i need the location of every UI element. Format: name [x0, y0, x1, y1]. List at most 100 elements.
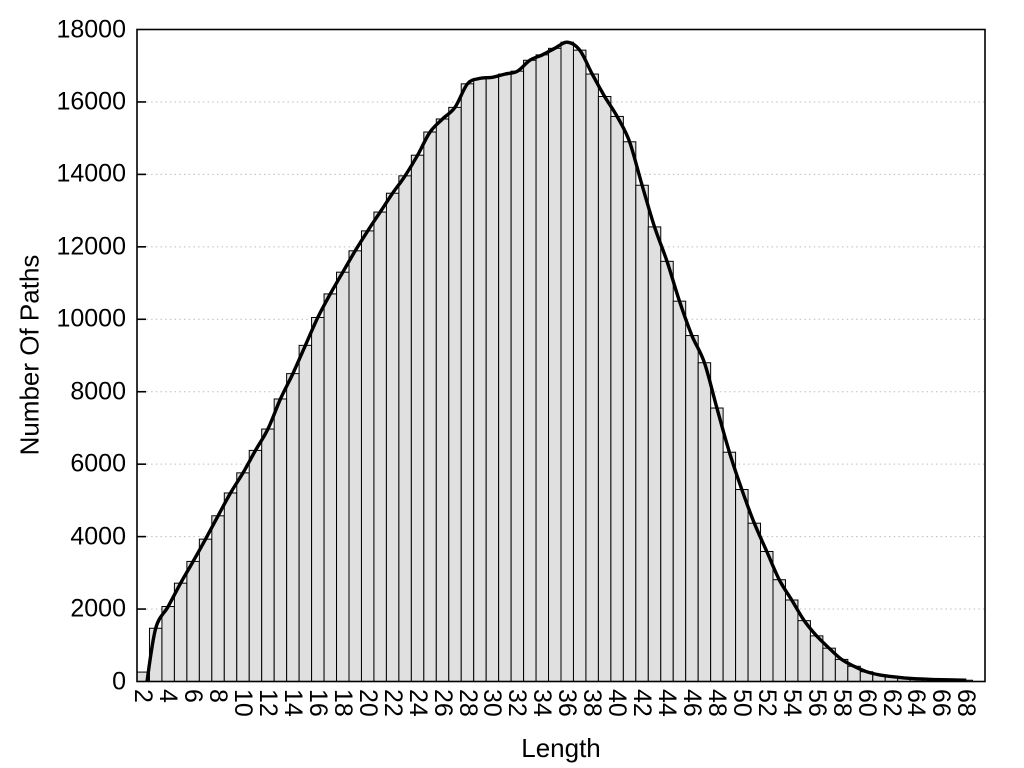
histogram-bar — [435, 118, 450, 683]
histogram-bar — [311, 316, 325, 682]
histogram-bar — [647, 226, 662, 683]
histogram-bar — [485, 76, 500, 682]
x-tick-label: 54 — [777, 689, 806, 717]
x-tick-label: 10 — [229, 689, 257, 717]
y-tick-label: 14000 — [56, 159, 126, 188]
histogram-bar — [323, 293, 338, 682]
histogram-bar — [473, 77, 487, 682]
histogram-bar — [223, 492, 238, 683]
y-tick-label: 2000 — [70, 594, 126, 623]
x-tick-label: 18 — [328, 689, 357, 717]
histogram-bar — [211, 515, 225, 682]
histogram-bar — [772, 579, 786, 683]
x-tick-label: 62 — [877, 689, 906, 717]
histogram-bar — [410, 154, 425, 683]
histogram-bar — [760, 550, 774, 682]
x-tick-label: 40 — [603, 689, 632, 717]
histogram-bar — [423, 131, 437, 682]
histogram-bar — [597, 96, 612, 682]
x-tick-label: 36 — [553, 689, 582, 717]
histogram-bar — [523, 59, 537, 683]
x-tick-label: 48 — [702, 689, 731, 717]
y-tick-label: 0 — [112, 667, 126, 695]
histogram-bar — [548, 47, 562, 682]
histogram-bar — [572, 49, 587, 682]
histogram-bar — [173, 582, 188, 683]
histogram-bar — [286, 373, 300, 682]
histogram-bar — [535, 54, 550, 683]
histogram-bar — [585, 73, 599, 682]
y-tick-label: 8000 — [70, 377, 126, 406]
histogram-bar — [610, 115, 624, 682]
histogram-bar — [236, 472, 250, 682]
x-tick-label: 60 — [852, 689, 881, 717]
histogram-bar — [498, 73, 512, 682]
x-tick-label: 16 — [303, 689, 332, 717]
histogram-bar — [685, 335, 699, 682]
x-tick-label: 56 — [802, 689, 831, 717]
x-tick-label: 6 — [179, 689, 208, 703]
histogram-bar — [635, 184, 649, 682]
x-tick-label: 22 — [378, 689, 407, 717]
histogram-bar — [248, 449, 263, 682]
x-tick-label: 28 — [453, 689, 482, 717]
x-tick-label: 44 — [653, 689, 681, 717]
plot-frame — [136, 28, 986, 683]
histogram-bar — [510, 70, 525, 682]
histogram-bar — [697, 362, 712, 682]
histogram-bar — [161, 606, 175, 683]
x-tick-label: 12 — [253, 689, 282, 717]
histogram-bar — [735, 489, 749, 682]
histogram-bar — [373, 211, 387, 682]
frequency-curve — [145, 40, 967, 682]
histogram-bar — [710, 407, 724, 682]
y-tick-label: 6000 — [70, 449, 126, 478]
x-tick-label: 64 — [902, 689, 931, 717]
x-tick-label: 30 — [478, 689, 507, 717]
histogram-bar — [348, 250, 362, 682]
histogram-bar — [273, 398, 288, 682]
histogram-bar — [747, 522, 762, 682]
x-tick-label: 66 — [927, 689, 956, 717]
y-tick-label: 12000 — [56, 232, 126, 261]
x-tick-label: 26 — [428, 689, 457, 717]
x-tick-label: 2 — [129, 689, 158, 703]
x-tick-label: 50 — [727, 689, 756, 717]
histogram-bar — [186, 560, 200, 683]
histogram-bar — [336, 271, 350, 682]
x-tick-label: 8 — [204, 689, 233, 703]
x-tick-label: 58 — [827, 689, 856, 717]
x-tick-label: 34 — [528, 689, 557, 717]
x-tick-label: 68 — [952, 689, 981, 717]
x-axis-title: Length — [521, 733, 601, 763]
x-tick-label: 20 — [353, 689, 382, 717]
x-tick-label: 38 — [578, 689, 607, 717]
y-tick-label: 16000 — [56, 87, 126, 116]
y-tick-label: 4000 — [70, 522, 126, 551]
y-tick-label: 10000 — [56, 304, 126, 333]
histogram-bar — [722, 451, 737, 683]
y-tick-label: 18000 — [56, 15, 126, 43]
histogram-bar — [797, 620, 811, 682]
histogram-bar — [385, 192, 400, 682]
histogram-bar — [360, 230, 375, 682]
x-tick-label: 14 — [278, 689, 307, 717]
histogram-bar — [660, 260, 674, 682]
histogram-bar — [560, 41, 574, 682]
x-tick-label: 52 — [752, 689, 781, 717]
x-tick-label: 42 — [628, 689, 657, 717]
x-tick-label: 24 — [403, 689, 432, 717]
histogram-bar — [261, 428, 275, 682]
histogram-bar — [672, 300, 687, 682]
histogram-bar — [298, 344, 313, 682]
histogram-bar — [784, 599, 799, 682]
x-tick-label: 46 — [677, 689, 706, 717]
histogram-bar — [198, 538, 213, 682]
histogram-bar — [398, 175, 412, 683]
histogram-bar — [460, 83, 475, 683]
x-tick-label: 32 — [503, 689, 532, 717]
histogram-bar — [622, 141, 637, 683]
y-axis-title: Number Of Paths — [14, 254, 45, 456]
